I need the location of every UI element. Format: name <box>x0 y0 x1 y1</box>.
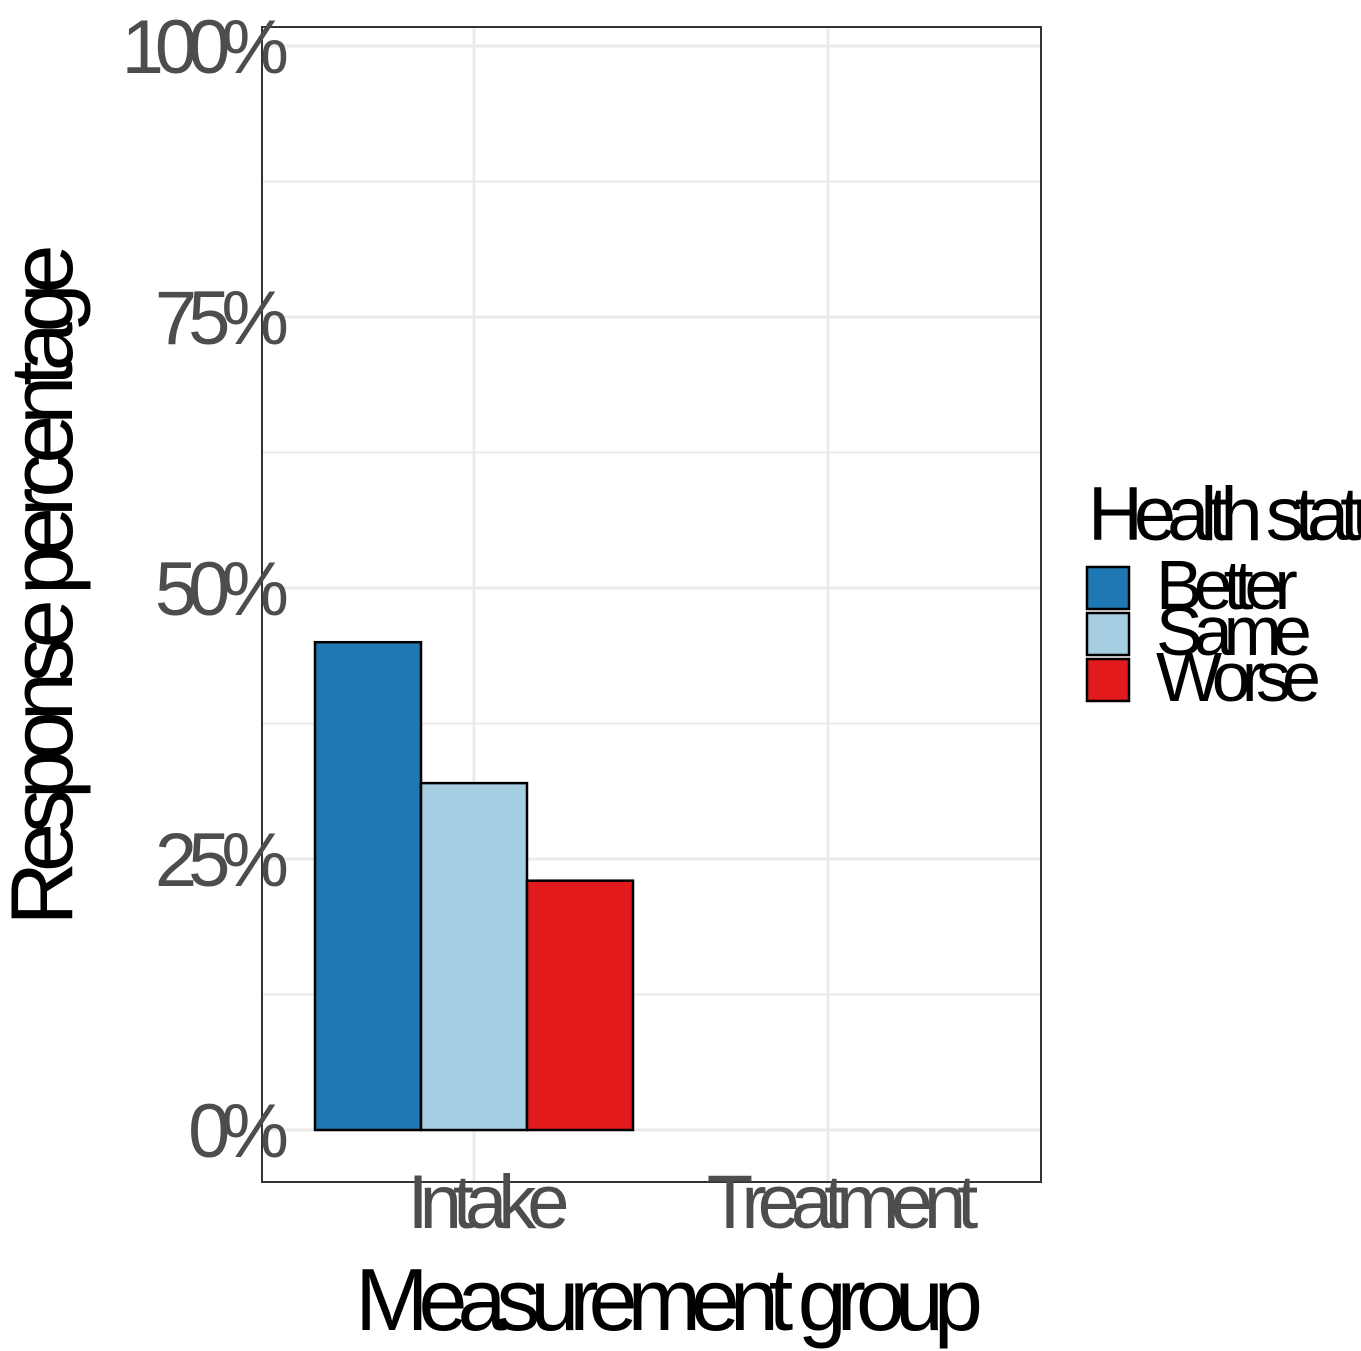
bar-intake-better <box>313 640 423 1132</box>
y-tick-label: 0% <box>188 1089 286 1174</box>
legend-key-better <box>1085 565 1131 611</box>
y-tick-label: 75% <box>155 276 287 361</box>
legend-key-worse <box>1085 657 1131 703</box>
bar-intake-same <box>419 781 529 1132</box>
y-tick-label: 25% <box>155 818 287 903</box>
y-axis-ticks: 0% 25% 50% 75% 100% <box>122 5 296 1174</box>
bar-intake-worse <box>525 879 635 1132</box>
legend-label-worse: Worse <box>1156 638 1318 716</box>
x-axis-ticks: Intake Treatment <box>407 1160 987 1245</box>
plot-panel-border <box>261 26 1042 1183</box>
legend-label-same: Same <box>1156 592 1309 670</box>
y-tick-label: 50% <box>155 547 287 632</box>
x-tick-label: Intake <box>407 1160 566 1245</box>
legend-key-same <box>1085 611 1131 657</box>
y-axis-title: Response percentage <box>0 247 91 925</box>
legend-title: Health status <box>1088 472 1361 557</box>
x-tick-label: Treatment <box>707 1160 978 1245</box>
y-tick-label: 100% <box>122 5 287 90</box>
bars <box>313 640 635 1132</box>
x-axis-title: Measurement group <box>355 1250 980 1349</box>
legend-label-better: Better <box>1156 546 1297 624</box>
